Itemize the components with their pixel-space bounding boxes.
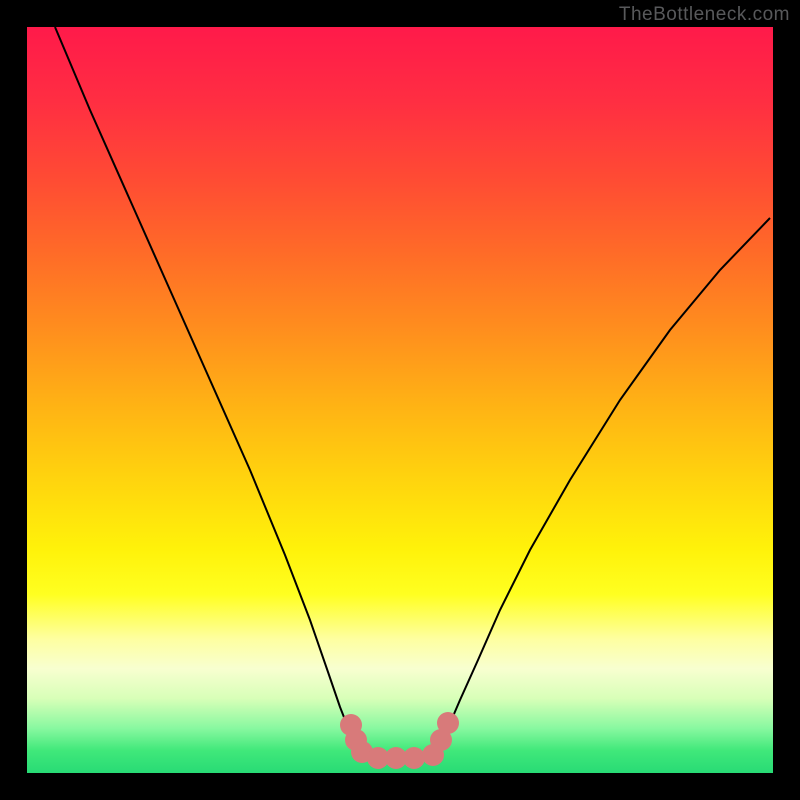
watermark-text: TheBottleneck.com [619,4,790,26]
optimal-zone-markers [0,0,800,800]
curve-marker [437,712,459,734]
